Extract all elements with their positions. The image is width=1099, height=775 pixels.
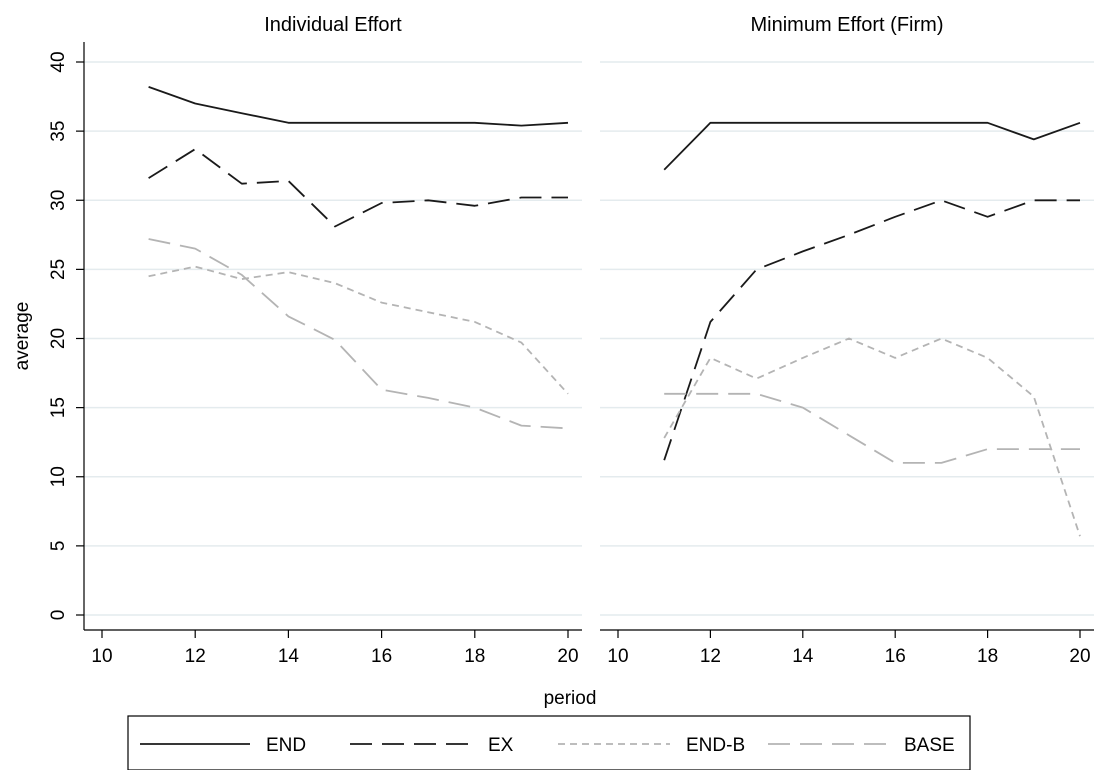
y-tick-label-30: 30 [48, 190, 69, 211]
x-tick-label-p2-20: 20 [1069, 646, 1090, 667]
x-tick-label-p1-10: 10 [91, 646, 112, 667]
legend-label-end-b: END-B [686, 735, 745, 756]
series-line-ex-p2 [663, 199, 1080, 461]
x-tick-label-p2-14: 14 [792, 646, 814, 667]
x-tick-label-p1-12: 12 [185, 646, 206, 667]
y-tick-label-0: 0 [48, 610, 69, 621]
legend-label-end: END [266, 735, 306, 756]
series-line-end-p2 [663, 121, 1081, 171]
x-tick-label-p2-16: 16 [885, 646, 906, 667]
y-tick-label-20: 20 [48, 328, 69, 349]
y-tick-label-40: 40 [48, 51, 69, 72]
x-tick-label-p2-12: 12 [700, 646, 721, 667]
y-tick-label-25: 25 [48, 259, 69, 280]
x-tick-label-p1-18: 18 [464, 646, 485, 667]
series-line-base-p1 [148, 238, 569, 430]
legend-box [127, 715, 971, 771]
series-line-base-p2 [664, 392, 1080, 464]
y-tick-label-10: 10 [48, 466, 69, 487]
y-tick-label-5: 5 [48, 541, 69, 552]
series-line-end-b-p1 [148, 265, 569, 395]
series-line-ex-p1 [148, 148, 568, 228]
legend-label-base: BASE [904, 735, 955, 756]
x-axis-title: period [544, 688, 597, 709]
panel-title-1: Individual Effort [264, 14, 402, 36]
x-tick-label-p1-16: 16 [371, 646, 392, 667]
x-tick-label-p2-10: 10 [607, 646, 628, 667]
x-tick-label-p1-20: 20 [557, 646, 578, 667]
series-line-end-p1 [148, 86, 569, 127]
y-tick-label-35: 35 [48, 121, 69, 142]
x-tick-label-p1-14: 14 [278, 646, 300, 667]
panel-title-2: Minimum Effort (Firm) [751, 14, 944, 36]
series-line-end-b-p2 [663, 337, 1081, 537]
legend-label-ex: EX [488, 735, 514, 756]
y-tick-label-15: 15 [48, 397, 69, 418]
x-tick-label-p2-18: 18 [977, 646, 998, 667]
y-axis-title: average [12, 302, 33, 371]
